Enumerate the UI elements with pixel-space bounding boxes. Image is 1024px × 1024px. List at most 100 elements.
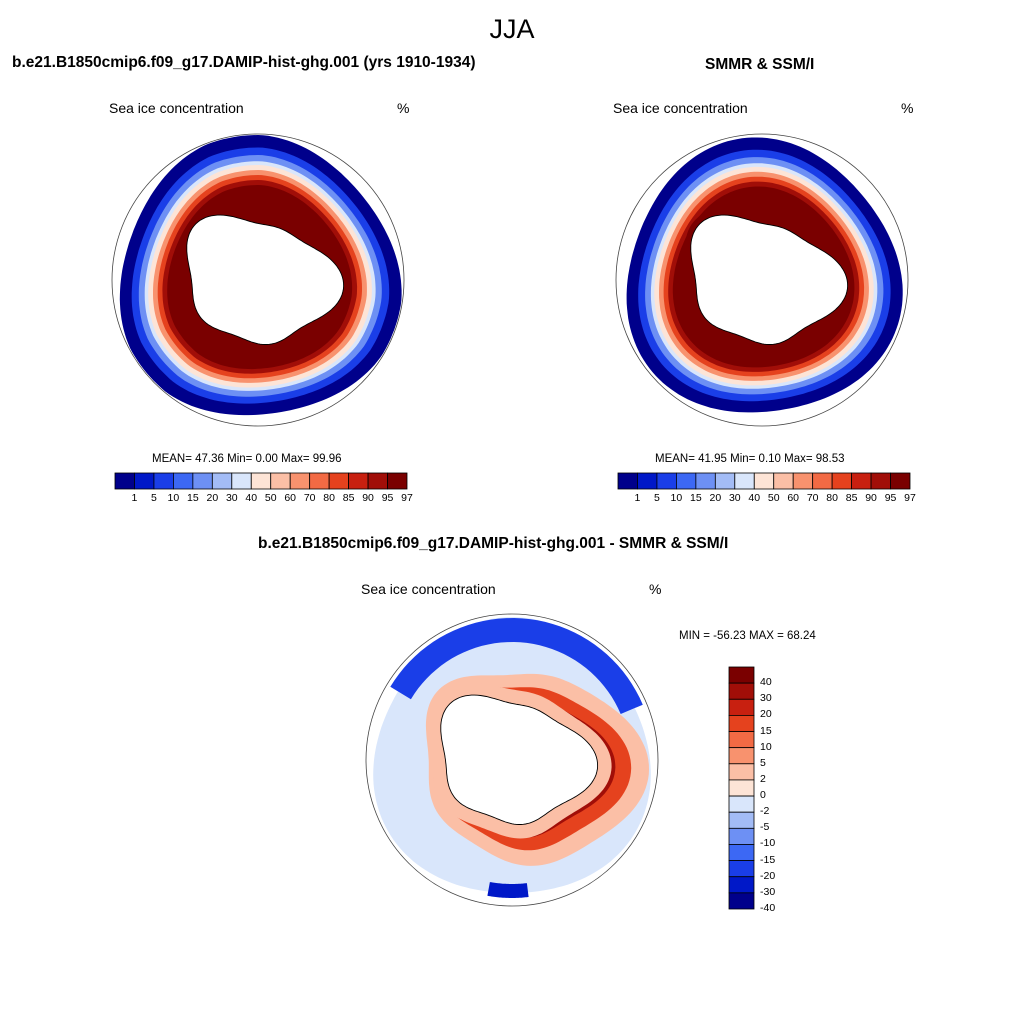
panel3-colorbar-tick-label: 0: [760, 789, 766, 802]
panel1-colorbar-swatch-11: [328, 472, 349, 490]
panel3-colorbar-swatch-0: [728, 666, 755, 684]
panel1-colorbar-tick-label: 60: [284, 492, 297, 504]
panel1-colorbar-swatch-12: [348, 472, 369, 490]
panel3-negative-arc-north: [390, 618, 643, 714]
panel3-colorbar: [728, 666, 755, 910]
panel2-colorbar-swatch-6: [734, 472, 755, 490]
panel3-colorbar-swatch-3: [728, 715, 755, 732]
panel2-colorbar-swatch-4: [695, 472, 716, 490]
panel3-colorbar-swatch-8: [728, 795, 755, 813]
panel2-colorbar-swatch-0: [617, 472, 638, 490]
panel2-colorbar-swatch-7: [753, 472, 775, 490]
panel2-colorbar-tick-label: 80: [826, 492, 838, 504]
panel3-colorbar-tick-label: 40: [760, 676, 772, 689]
panel1-colorbar-tick-label: 1: [131, 492, 138, 504]
panel1-colorbar-tick-label: 50: [264, 492, 277, 504]
panel2-stats: MEAN= 41.95 Min= 0.10 Max= 98.53: [655, 453, 845, 465]
panel1-colorbar-swatch-5: [211, 472, 233, 490]
panel1-colorbar-swatch-9: [289, 472, 311, 490]
panel3-colorbar-swatch-13: [728, 876, 755, 894]
panel3-colorbar-tick-label: -15: [760, 853, 776, 866]
panel3-colorbar-swatch-12: [728, 860, 755, 878]
panel1-colorbar-swatch-10: [309, 472, 330, 490]
panel1-colorbar-tick-label: 80: [323, 492, 335, 504]
panel2-colorbar-tick-label: 10: [670, 492, 683, 504]
panel2-colorbar-swatch-5: [714, 472, 736, 490]
panel1-colorbar-labels: 1 5 10 15 20 30 40 50 60 70 80 85 90 95 97: [115, 492, 413, 506]
panel1-colorbar-tick-label: 70: [303, 492, 316, 504]
panel1-colorbar-swatch-6: [231, 472, 252, 490]
panel2-title: SMMR & SSM/I: [705, 56, 815, 73]
panel1-colorbar-tick-label: 15: [187, 492, 199, 504]
panel1-units-label: %: [397, 100, 410, 116]
panel2-colorbar-swatch-2: [656, 472, 677, 490]
panel3-colorbar-tick-label: 10: [760, 740, 772, 753]
panel2-map-boundary: [615, 133, 909, 427]
panel2-colorbar-tick-label: 30: [728, 492, 741, 504]
panel1-colorbar-tick-label: 90: [362, 492, 374, 504]
panel3-colorbar-labels: 40 30 20 15 10 5 2 0 -2 -5 -10 -15 -20 -30 -40: [760, 667, 800, 914]
panel1-colorbar-tick-label: 40: [245, 492, 258, 504]
panel1-colorbar-swatch-0: [114, 472, 135, 490]
panel2-colorbar: [617, 472, 911, 490]
panel2-colorbar-tick-label: 90: [865, 492, 877, 504]
panel3-colorbar-tick-label: 20: [760, 708, 772, 721]
panel2-colorbar-swatch-14: [890, 472, 911, 490]
panel2-variable-label: Sea ice concentration: [613, 100, 748, 116]
panel3-colorbar-tick-label: -40: [760, 902, 776, 914]
panel3-colorbar-tick-label: -30: [760, 885, 776, 898]
panel3-stats: MIN = -56.23 MAX = 68.24: [679, 630, 816, 642]
panel3-colorbar-swatch-1: [728, 682, 755, 700]
panel3-colorbar-tick-label: 5: [760, 756, 766, 769]
panel2-colorbar-swatch-11: [831, 472, 852, 490]
panel2-colorbar-labels: 1 5 10 15 20 30 40 50 60 70 80 85 90 95 97: [618, 492, 916, 506]
panel3-colorbar-swatch-4: [728, 731, 755, 749]
panel2-colorbar-tick-label: 20: [709, 492, 722, 504]
panel3-colorbar-swatch-7: [728, 779, 755, 797]
panel2-colorbar-tick-label: 97: [904, 492, 916, 504]
panel3-colorbar-swatch-2: [728, 698, 755, 716]
panel3-map-boundary: [365, 613, 659, 907]
panel3-negative-patch-south: [487, 882, 529, 898]
panel1-colorbar-tick-label: 20: [206, 492, 219, 504]
panel2-colorbar-swatch-1: [637, 472, 658, 490]
panel2-colorbar-swatch-10: [812, 472, 833, 490]
panel1-colorbar-swatch-7: [250, 472, 272, 490]
panel3-colorbar-swatch-5: [728, 747, 755, 765]
panel2-colorbar-tick-label: 70: [806, 492, 819, 504]
panel3-title: b.e21.B1850cmip6.f09_g17.DAMIP-hist-ghg.…: [258, 535, 729, 552]
panel1-colorbar-swatch-8: [270, 472, 291, 490]
panel1-colorbar-tick-label: 97: [401, 492, 413, 504]
panel1-colorbar-tick-label: 95: [381, 492, 394, 504]
panel1-colorbar-swatch-13: [367, 472, 388, 490]
panel3-colorbar-tick-label: 15: [760, 724, 772, 737]
panel1-colorbar-swatch-2: [153, 472, 174, 490]
panel3-colorbar-swatch-11: [728, 844, 755, 861]
panel1-title: b.e21.B1850cmip6.f09_g17.DAMIP-hist-ghg.…: [12, 54, 476, 71]
panel3-units-label: %: [649, 581, 662, 597]
panel1-colorbar-swatch-14: [387, 472, 408, 490]
panel3-colorbar-swatch-14: [728, 892, 755, 910]
panel3-colorbar-swatch-6: [728, 763, 755, 781]
panel1-colorbar-tick-label: 10: [167, 492, 180, 504]
panel2-polar-map: [615, 133, 909, 427]
panel2-colorbar-swatch-8: [773, 472, 794, 490]
panel3-colorbar-swatch-10: [728, 827, 755, 845]
panel2-colorbar-swatch-13: [870, 472, 891, 490]
panel1-antarctica-coastline: [186, 214, 345, 345]
figure-title: JJA: [489, 14, 535, 44]
panel2-colorbar-tick-label: 85: [845, 492, 858, 504]
panel2-colorbar-tick-label: 15: [690, 492, 702, 504]
panel2-antarctica-coastline: [690, 214, 849, 345]
panel3-polar-map: [365, 613, 659, 907]
panel1-map-boundary: [111, 133, 405, 427]
panel3-colorbar-tick-label: -2: [760, 805, 770, 818]
panel1-stats: MEAN= 47.36 Min= 0.00 Max= 99.96: [152, 453, 342, 465]
panel3-colorbar-tick-label: 2: [760, 772, 766, 785]
panel3-antarctica-coastline: [440, 694, 599, 825]
panel1-polar-map: [111, 133, 405, 427]
panel3-colorbar-tick-label: 30: [760, 692, 772, 705]
panel2-colorbar-tick-label: 60: [787, 492, 800, 504]
panel2-units-label: %: [901, 100, 914, 116]
